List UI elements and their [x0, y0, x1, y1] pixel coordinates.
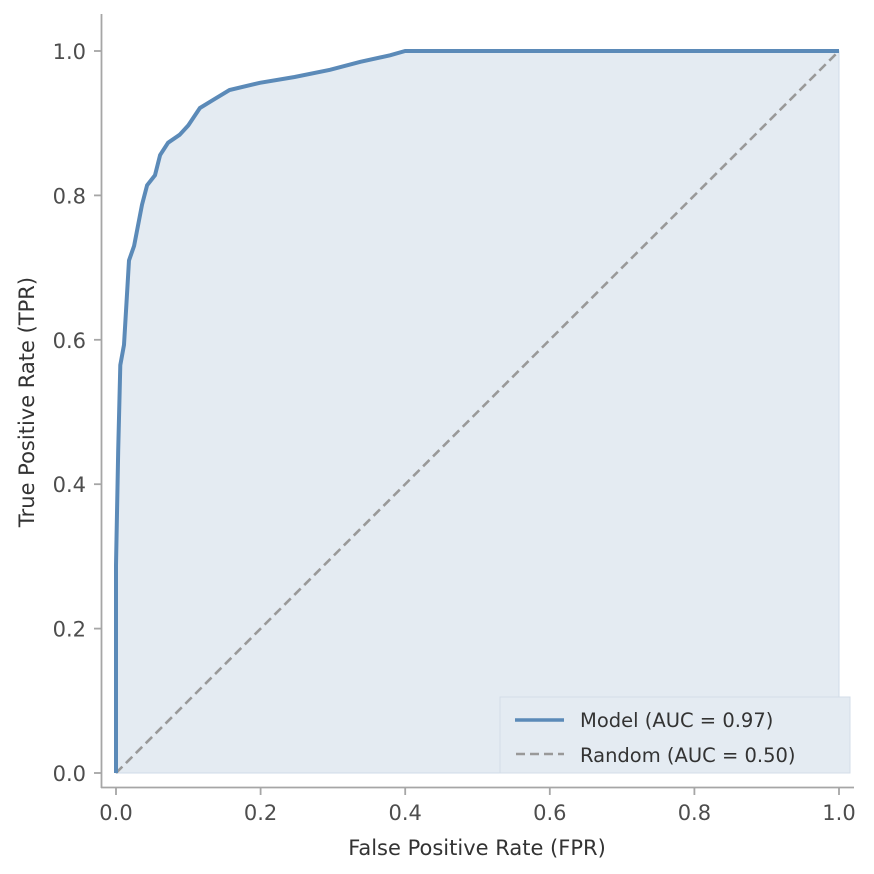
y-tick-label: 0.6: [53, 329, 86, 353]
x-tick-label: 0.0: [99, 801, 132, 825]
y-tick-label: 0.0: [53, 762, 86, 786]
model-roc-curve: [114, 49, 839, 773]
x-tick-label: 0.4: [388, 801, 421, 825]
y-tick-label: 1.0: [53, 40, 86, 64]
y-tick-label: 0.2: [53, 618, 86, 642]
x-tick-label: 1.0: [822, 801, 855, 825]
legend-random-label: Random (AUC = 0.50): [580, 744, 796, 767]
y-axis-label: True Positive Rate (TPR): [15, 277, 39, 528]
x-axis-ticks: 0.0 0.2 0.4 0.6 0.8 1.0: [99, 788, 856, 825]
x-tick-label: 0.2: [244, 801, 277, 825]
legend-model-label: Model (AUC = 0.97): [580, 709, 773, 732]
x-axis-label: False Positive Rate (FPR): [348, 836, 606, 860]
x-tick-label: 0.8: [678, 801, 711, 825]
legend-frame: [499, 696, 851, 774]
x-tick-label: 0.6: [533, 801, 566, 825]
legend: Model (AUC = 0.97) Random (AUC = 0.50): [499, 696, 851, 774]
y-tick-label: 0.4: [53, 473, 86, 497]
y-axis-ticks: 0.0 0.2 0.4 0.6 0.8 1.0: [53, 40, 101, 786]
y-tick-label: 0.8: [53, 184, 86, 208]
random-diagonal-line: [115, 50, 840, 774]
